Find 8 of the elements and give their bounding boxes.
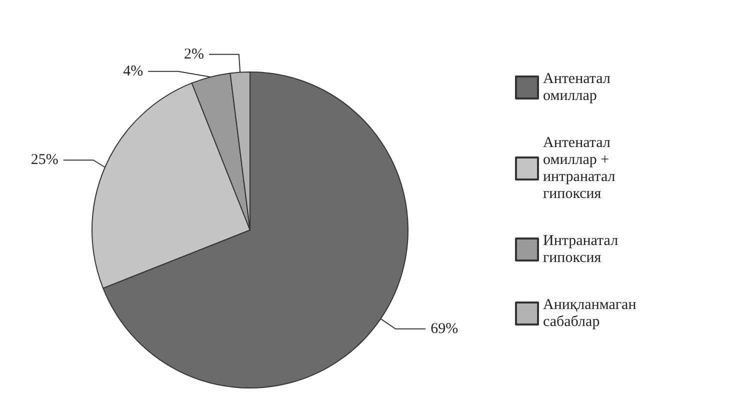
legend-label: Интранатал гипоксия (543, 233, 622, 266)
legend-label: Антенатал омиллар + интранатал гипоксия (543, 135, 620, 202)
legend-label: Антенатал омиллар (543, 71, 614, 104)
data-label: 69% (430, 320, 458, 337)
data-label: 25% (30, 152, 58, 168)
data-label: 2% (184, 46, 204, 62)
data-label: 4% (123, 63, 144, 80)
legend-label: Аниқланмаган сабаблар (543, 297, 640, 330)
